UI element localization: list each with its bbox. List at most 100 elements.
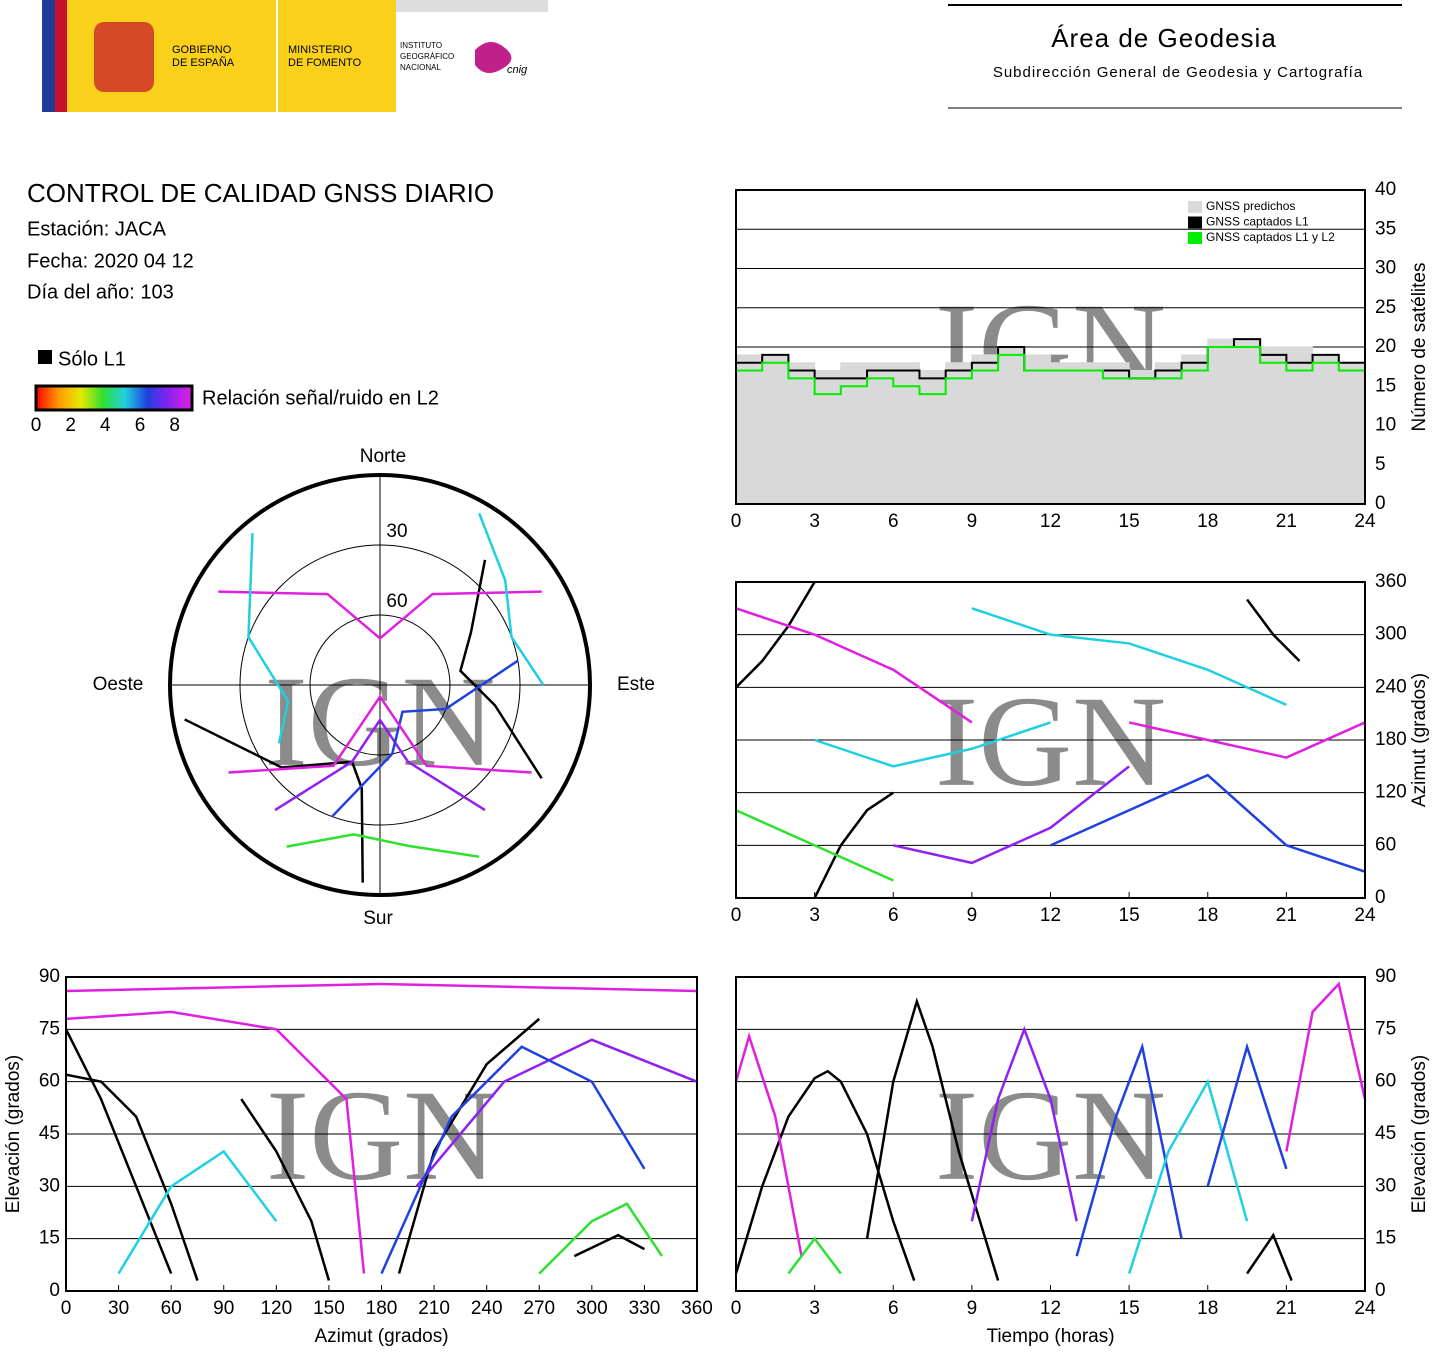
x-tick-label: 18 [1197,1298,1218,1319]
x-tick-label: 24 [1354,905,1376,926]
y-tick-label: 90 [39,966,60,987]
direction-label: Norte [360,446,406,467]
x-tick-label: 9 [967,1298,978,1319]
satellite-track [65,982,698,993]
y-tick-label: 45 [1375,1123,1396,1144]
satellite-track [286,833,480,858]
satellite-track [380,1045,646,1275]
colorbar-tick-label: 4 [100,415,111,436]
satellite-track [787,1236,842,1275]
satellite-track [218,590,542,640]
satellite-track [459,559,543,780]
y-tick-label: 120 [1375,782,1407,803]
ign-bar [396,0,548,12]
satellite-track [734,1032,803,1257]
x-tick-label: 15 [1119,511,1140,532]
x-tick-label: 0 [61,1298,72,1319]
ign-logo [475,41,512,74]
x-tick-label: 21 [1276,511,1297,532]
y-tick-label: 360 [1375,571,1407,592]
y-tick-label: 0 [1375,1280,1386,1301]
x-tick-label: 210 [418,1298,450,1319]
y-tick-label: 0 [49,1280,60,1301]
plot-frame [735,189,1366,505]
satellite-track [1127,1078,1249,1274]
y-tick-label: 30 [1375,258,1396,279]
y-tick-label: 30 [39,1175,60,1196]
y-tick-label: 45 [39,1123,60,1144]
satellite-track [117,1149,278,1275]
y-tick-label: 15 [1375,375,1396,396]
satellite-track [240,1098,331,1281]
y-tick-label: 15 [39,1228,60,1249]
x-tick-label: 180 [366,1298,398,1319]
flag-band [55,0,67,112]
y-tick-label: 75 [39,1018,60,1039]
y-tick-label: 300 [1375,624,1407,645]
legend-label: GNSS captados L1 y L2 [1206,230,1335,244]
x-tick-label: 9 [967,905,978,926]
elevation-label: 60 [386,591,407,612]
x-tick-label: 3 [809,511,820,532]
satellite-track [735,581,816,689]
y-tick-label: 30 [1375,1175,1396,1196]
satellite-track [813,791,894,899]
x-tick-label: 0 [731,905,742,926]
x-axis-label: Tiempo (horas) [986,1326,1114,1347]
y-tick-label: 75 [1375,1018,1396,1039]
satellite-track [274,717,486,812]
ministerio-text: DE FOMENTO [288,57,362,69]
y-tick-label: 60 [1375,1071,1396,1092]
legend-label: GNSS predichos [1206,199,1295,213]
x-tick-label: 300 [576,1298,608,1319]
y-tick-label: 60 [39,1071,60,1092]
y-tick-label: 0 [1375,493,1386,514]
satellite-track [865,997,1000,1281]
header: GOBIERNO DE ESPAÑA MINISTERIO DE FOMENTO… [42,0,1402,112]
x-tick-label: 24 [1354,1298,1376,1319]
day-of-year: Día del año: 103 [27,281,174,303]
x-tick-label: 18 [1197,511,1218,532]
y-tick-label: 0 [1375,887,1386,908]
satellite-track [1246,1232,1293,1281]
x-tick-label: 0 [731,1298,742,1319]
x-tick-label: 120 [260,1298,292,1319]
satellite-track [1049,773,1366,873]
y-axis-label: Elevación (grados) [3,1055,24,1213]
watermark: IGN [935,670,1166,814]
y-tick-label: 180 [1375,729,1407,750]
step-line [736,346,1366,396]
elevation-label: 30 [386,521,407,542]
x-tick-label: 9 [967,511,978,532]
ministerio-text: MINISTERIO [288,44,353,56]
y-tick-label: 20 [1375,336,1396,357]
x-tick-label: 360 [681,1298,713,1319]
x-tick-label: 30 [108,1298,129,1319]
elevation-ring [239,544,521,826]
sky-horizon [168,473,592,897]
satellite-track [970,1025,1078,1222]
instituto-text: INSTITUTO [400,41,442,50]
satellite-track [65,1010,366,1274]
y-tick-label: 60 [1375,834,1396,855]
satellite-track [1128,721,1366,759]
y-tick-label: 40 [1375,179,1396,200]
x-tick-label: 6 [888,511,899,532]
x-tick-label: 6 [888,905,899,926]
plot-frame [735,581,1366,899]
legend-swatch [1188,232,1202,244]
y-tick-label: 25 [1375,297,1396,318]
x-tick-label: 24 [1354,511,1376,532]
x-tick-label: 240 [471,1298,503,1319]
y-axis-label: Elevación (grados) [1409,1055,1430,1213]
legend-label: GNSS captados L1 [1206,215,1309,229]
satellite-track [971,607,1287,707]
satellite-track [1206,1042,1288,1187]
satellite-track [814,721,1051,768]
direction-label: Oeste [93,674,144,695]
colorbar-tick-label: 6 [135,415,146,436]
instituto-text: GEOGRÁFICO [400,52,454,61]
satellite-track [1285,981,1367,1152]
x-tick-label: 15 [1119,1298,1140,1319]
